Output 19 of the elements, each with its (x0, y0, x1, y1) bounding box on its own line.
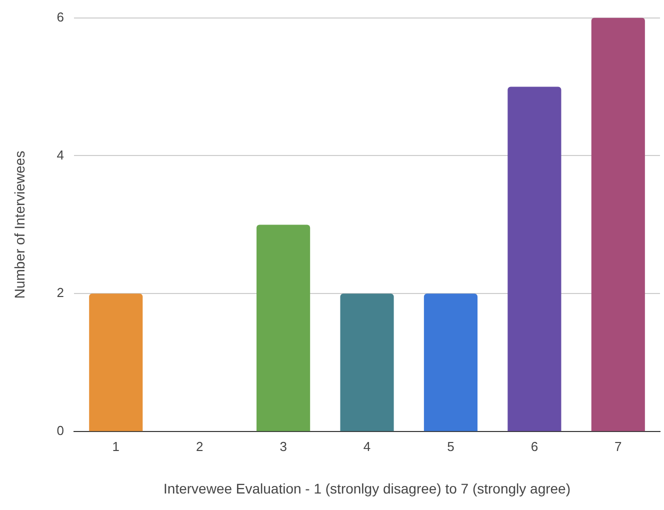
bar (340, 294, 394, 432)
bar (256, 224, 310, 432)
x-axis-title: Intervewee Evaluation - 1 (stronlgy disagree) to 7 (strongly agree) (164, 480, 571, 496)
y-tick-label: 6 (56, 9, 64, 24)
x-tick-label: 3 (280, 438, 287, 454)
x-tick-label: 5 (447, 438, 454, 454)
x-tick-label: 1 (112, 438, 120, 454)
x-tick-label: 6 (530, 438, 538, 454)
bar (591, 18, 645, 432)
bar (508, 86, 562, 432)
bar (424, 294, 478, 432)
x-tick-label: 7 (614, 438, 622, 454)
x-tick-label: 4 (363, 438, 371, 454)
y-tick-label: 4 (56, 147, 64, 162)
y-tick-label: 2 (56, 285, 64, 300)
y-tick-label: 0 (56, 423, 64, 438)
y-axis-title: Number of Interviewees (11, 150, 28, 299)
x-tick-label: 2 (196, 438, 204, 454)
bar (89, 294, 143, 432)
